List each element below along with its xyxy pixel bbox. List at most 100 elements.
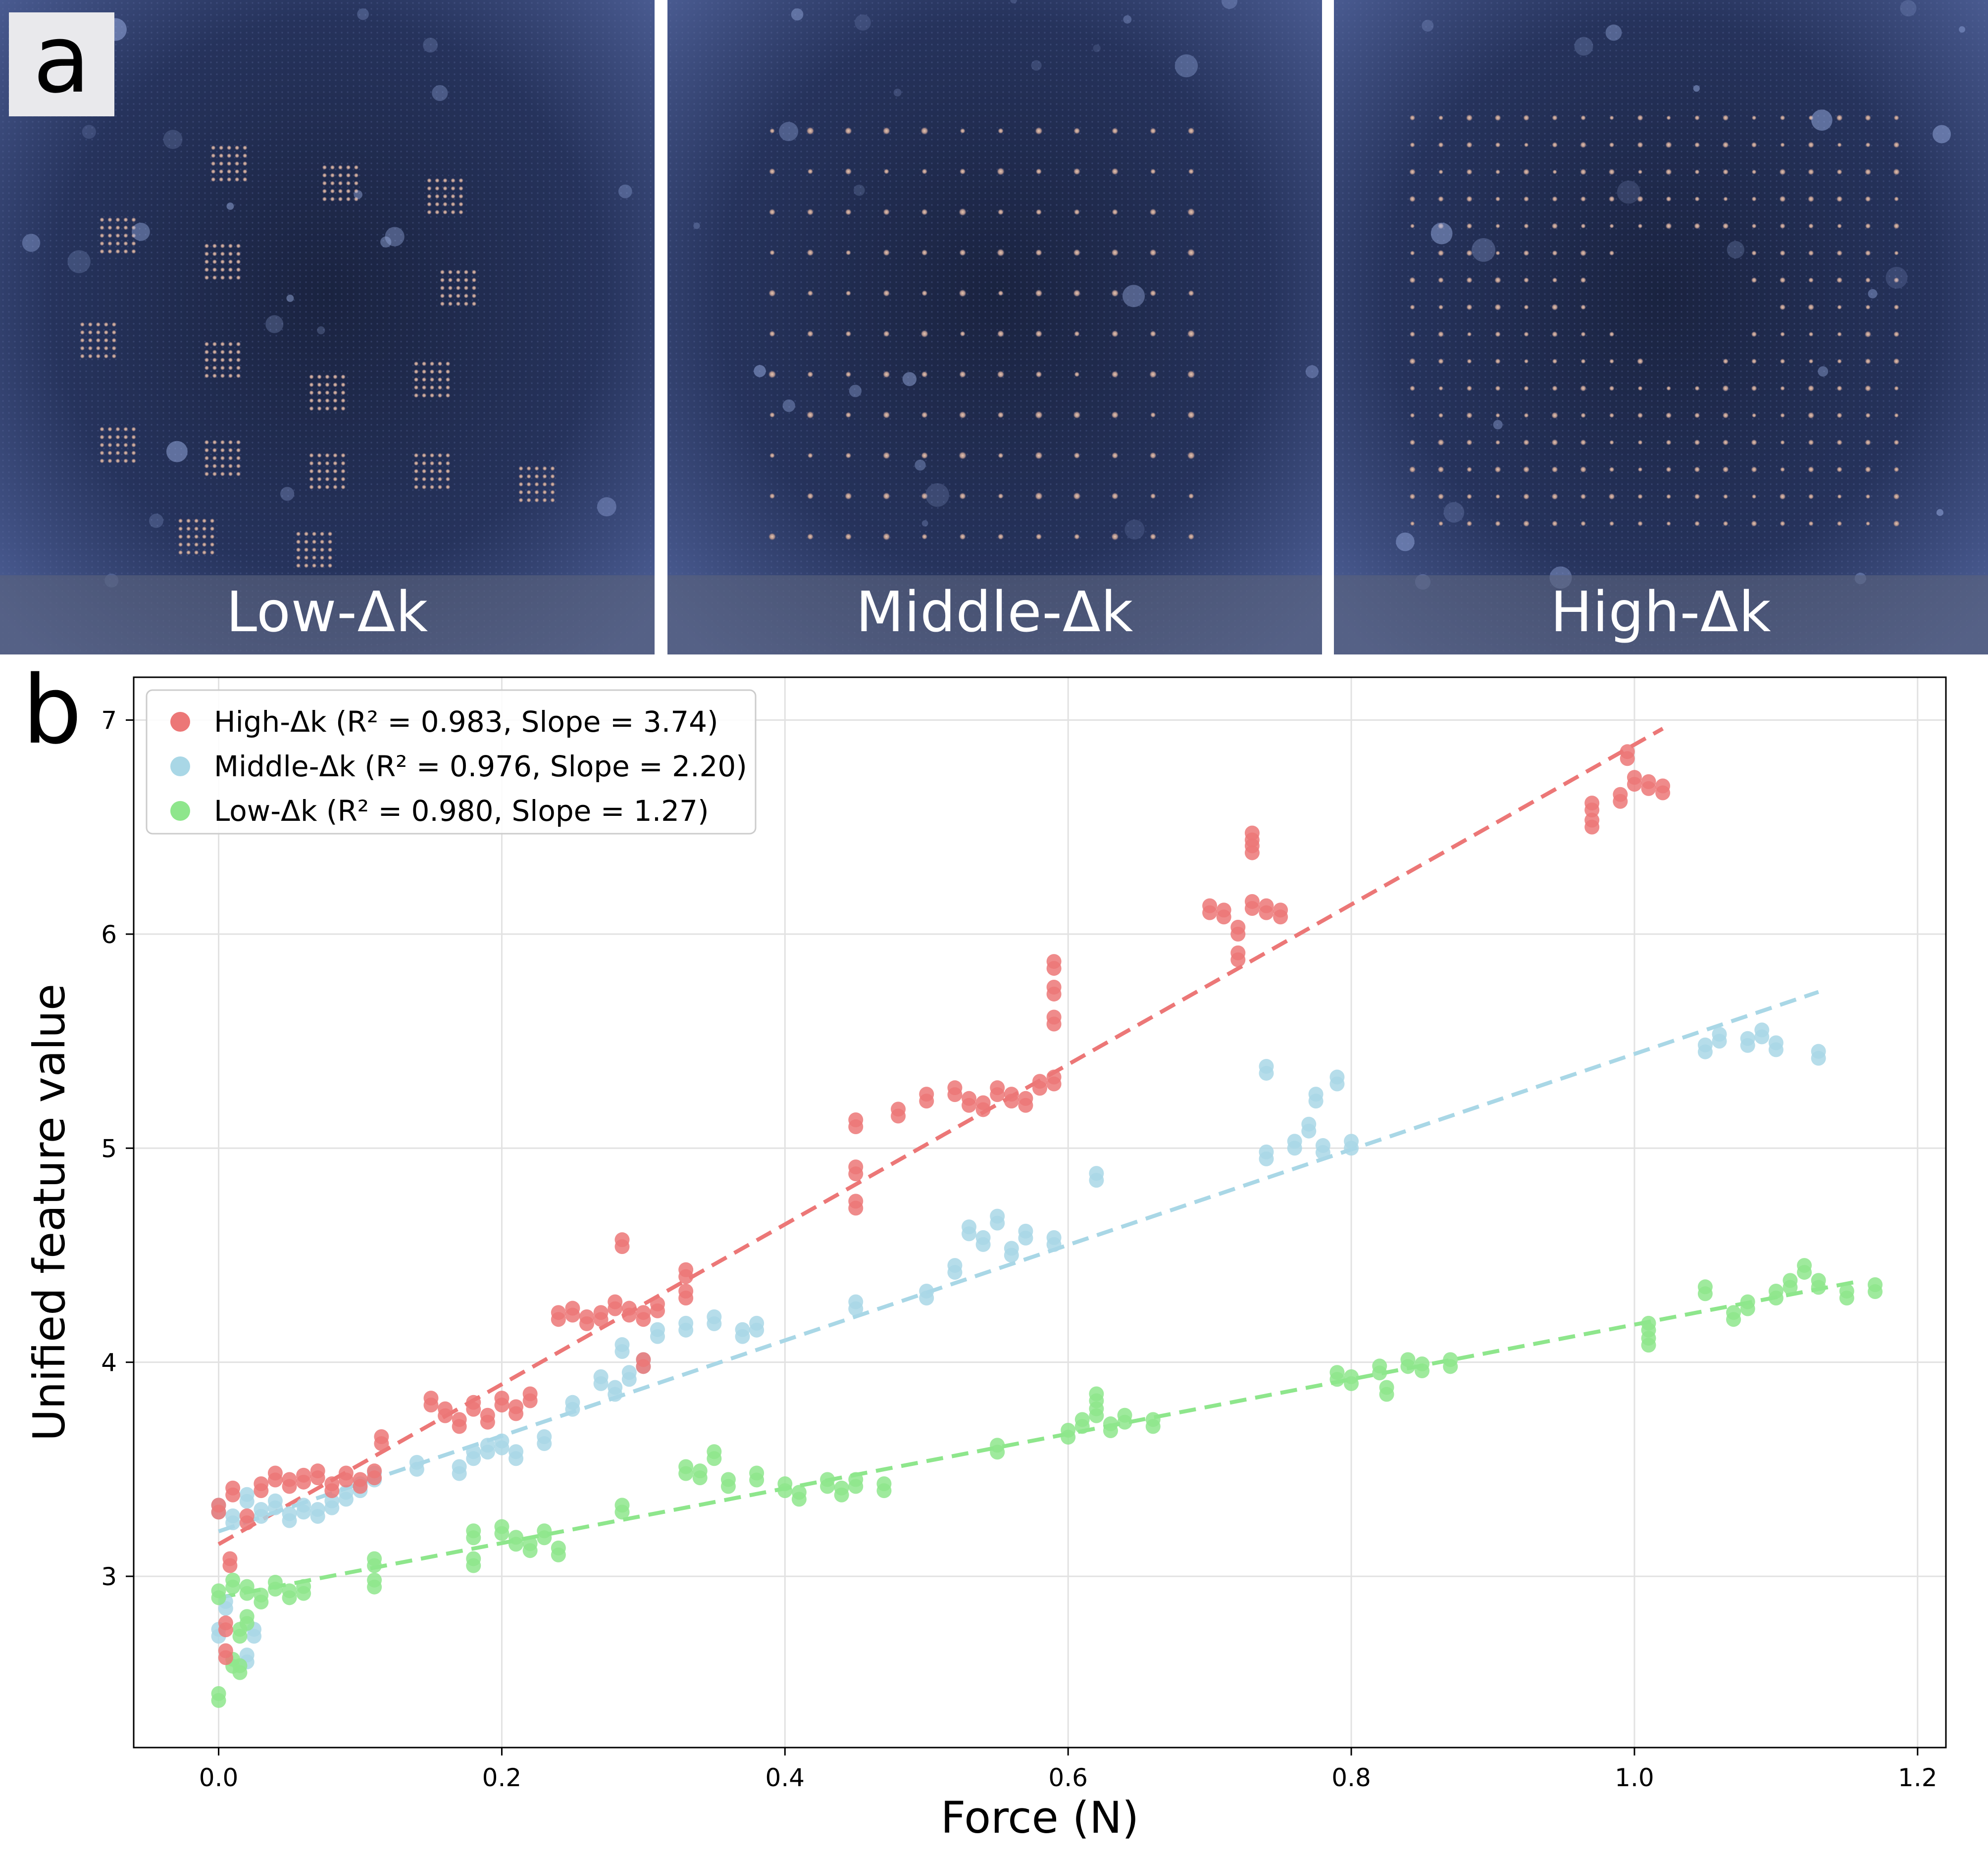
data-point — [820, 1472, 835, 1487]
data-point — [990, 1438, 1005, 1453]
data-point — [1244, 825, 1260, 841]
data-point — [239, 1487, 255, 1502]
fit-line-1 — [218, 990, 1819, 1534]
data-point — [239, 1508, 255, 1523]
data-point — [374, 1429, 389, 1444]
data-point — [466, 1444, 481, 1459]
data-point — [522, 1536, 538, 1552]
series-2 — [211, 1258, 1883, 1708]
data-point — [310, 1463, 325, 1479]
data-point — [1655, 778, 1671, 794]
data-point — [1768, 1035, 1784, 1051]
series-1 — [211, 1022, 1826, 1670]
y-tick-label: 4 — [101, 1349, 117, 1377]
legend-marker — [170, 756, 190, 776]
data-point — [848, 1472, 864, 1487]
data-point — [1839, 1283, 1854, 1299]
data-point — [636, 1352, 651, 1367]
data-point — [975, 1095, 991, 1110]
data-point — [614, 1498, 630, 1513]
data-point — [720, 1472, 736, 1487]
data-point — [749, 1315, 765, 1331]
data-point — [1202, 898, 1218, 913]
data-point — [267, 1465, 283, 1481]
data-point — [650, 1296, 665, 1311]
data-point — [947, 1258, 963, 1273]
panel-a: Low-Δk Middle-Δk High-Δk a — [0, 0, 1988, 654]
data-point — [692, 1463, 708, 1479]
data-point — [1308, 1087, 1324, 1102]
data-point — [338, 1465, 354, 1481]
data-point — [466, 1523, 481, 1539]
plot-frame — [133, 676, 1947, 1749]
data-point — [1372, 1358, 1387, 1374]
legend-entry: High-Δk (R² = 0.983, Slope = 3.74) — [214, 705, 718, 739]
data-point — [522, 1386, 538, 1402]
data-point — [678, 1283, 694, 1299]
data-point — [1301, 1116, 1317, 1132]
data-point — [1230, 945, 1246, 960]
data-point — [211, 1583, 226, 1599]
data-point — [919, 1087, 934, 1102]
data-point — [367, 1551, 382, 1566]
x-tick-label: 0.2 — [482, 1763, 522, 1792]
data-point — [494, 1391, 510, 1406]
data-point — [1004, 1241, 1019, 1256]
data-point — [551, 1540, 566, 1555]
data-point — [1768, 1283, 1784, 1299]
data-point — [225, 1508, 241, 1523]
fit-line-2 — [218, 1279, 1862, 1600]
data-point — [876, 1476, 892, 1492]
grid — [134, 677, 1946, 1748]
data-point — [1032, 1074, 1047, 1089]
data-point — [1641, 1315, 1656, 1331]
data-point — [1103, 1416, 1118, 1432]
data-point — [678, 1459, 694, 1474]
data-point — [1315, 1138, 1330, 1153]
data-point — [1089, 1166, 1104, 1181]
data-point — [1329, 1069, 1345, 1085]
data-point — [621, 1365, 637, 1380]
photo-high-dk-image — [1334, 0, 1988, 654]
x-axis-label: Force (N) — [941, 1792, 1139, 1843]
data-point — [1620, 744, 1635, 759]
data-point — [353, 1472, 368, 1487]
data-point — [222, 1551, 238, 1566]
data-point — [282, 1583, 297, 1599]
data-point — [537, 1429, 552, 1444]
data-point — [1641, 774, 1656, 789]
scatter-chart: 0.0 0.2 0.4 0.6 0.8 1.0 1.2 3 4 5 6 7 Force (N) Uni… — [24, 676, 1947, 1843]
data-point — [990, 1208, 1005, 1224]
data-point — [636, 1305, 651, 1320]
photo-label-band — [1334, 575, 1988, 654]
x-tick-label: 0.6 — [1048, 1763, 1088, 1792]
data-point — [494, 1519, 510, 1534]
y-tick-label: 6 — [101, 920, 117, 949]
x-tick-label: 0.8 — [1331, 1763, 1371, 1792]
data-point — [324, 1476, 340, 1492]
legend-marker — [170, 801, 190, 821]
photo-label-low-dk: Low-Δk — [226, 580, 429, 645]
data-point — [225, 1480, 241, 1496]
data-point — [608, 1380, 623, 1395]
data-point — [707, 1309, 722, 1324]
data-point — [1697, 1037, 1713, 1052]
data-point — [1344, 1134, 1359, 1149]
data-point — [593, 1369, 609, 1384]
data-point — [509, 1399, 524, 1414]
data-point — [614, 1232, 630, 1248]
photo-middle-dk-image — [667, 0, 1322, 654]
data-point — [509, 1444, 524, 1459]
data-point — [1811, 1044, 1826, 1059]
data-point — [565, 1301, 580, 1316]
data-point — [1018, 1223, 1033, 1239]
data-point — [1584, 796, 1600, 811]
data-point — [1697, 1279, 1713, 1295]
data-point — [1783, 1273, 1798, 1288]
x-tick-label: 1.0 — [1615, 1763, 1654, 1792]
data-point — [282, 1472, 297, 1487]
photo-label-high-dk: High-Δk — [1550, 580, 1772, 645]
data-point — [1754, 1022, 1770, 1038]
data-point — [1712, 1027, 1727, 1042]
data-point — [211, 1686, 226, 1701]
